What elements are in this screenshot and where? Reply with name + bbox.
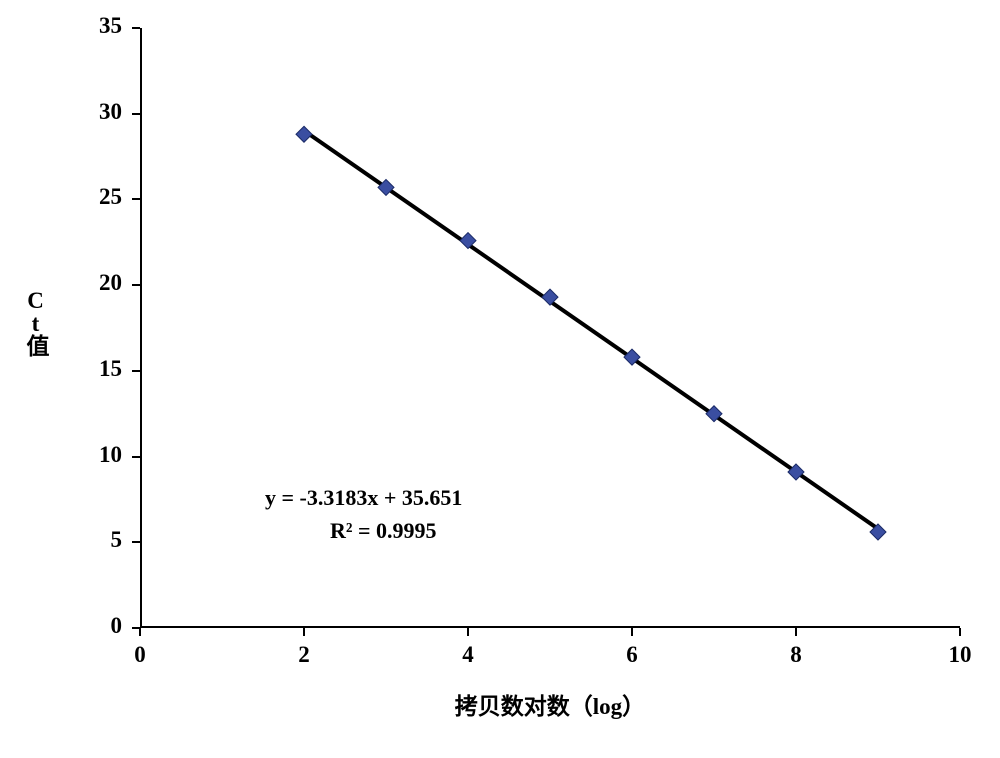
- data-point: [296, 126, 312, 142]
- plot-svg: [0, 0, 1000, 758]
- chart-container: Ct值 拷贝数对数（log） y = -3.3183x + 35.651 R² …: [0, 0, 1000, 758]
